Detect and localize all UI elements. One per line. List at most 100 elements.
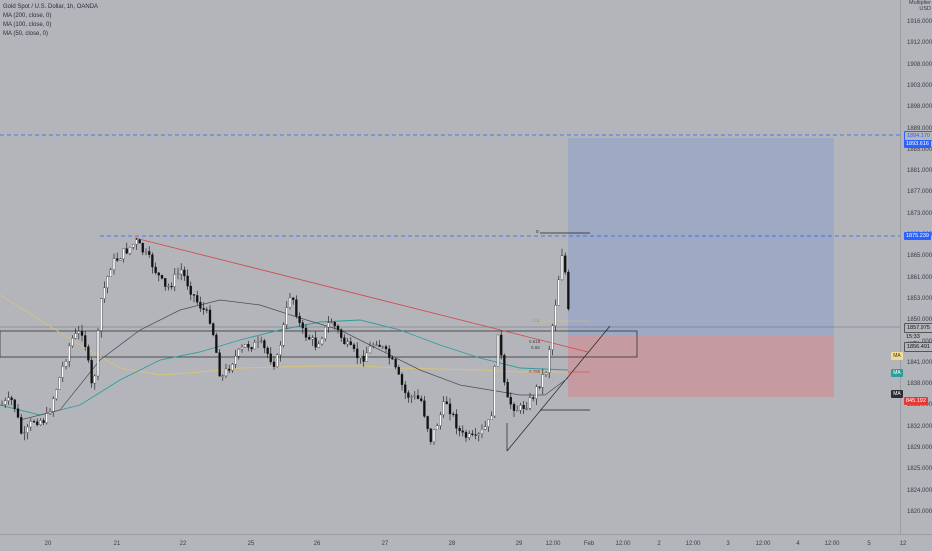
candle-body <box>346 341 349 345</box>
candle-body <box>304 327 308 338</box>
candle-body <box>208 309 212 324</box>
price-tag-target-2: 1893.616 <box>904 140 931 148</box>
price-tick-label: 1824.000 <box>907 487 932 494</box>
candle-body <box>519 404 522 411</box>
legend-ma-50[interactable]: MA (50, close, 0) <box>3 31 49 37</box>
price-tick-label: 1912.000 <box>907 40 932 47</box>
time-tick-label: 21 <box>113 541 121 547</box>
candle-body <box>416 395 420 399</box>
candle-body <box>314 337 317 348</box>
ma-50-line[interactable] <box>19 299 569 421</box>
price-tick-label: 1908.000 <box>907 61 932 68</box>
candle-body <box>45 413 48 423</box>
candle-body <box>298 316 301 323</box>
candle-body <box>221 375 224 377</box>
candle-body <box>151 254 154 268</box>
price-tick-label: 1877.000 <box>907 189 932 196</box>
candle-body <box>224 368 228 377</box>
candle-body <box>426 416 429 429</box>
candle-body <box>301 322 304 329</box>
candle-body <box>103 287 106 299</box>
long-position-stop-zone[interactable] <box>568 336 834 397</box>
candle-body <box>464 432 468 438</box>
price-tag-last: 1857.975 <box>904 323 932 333</box>
candle-body <box>330 321 333 324</box>
price-tick-label: 1838.000 <box>907 381 932 388</box>
candle-body <box>16 408 20 418</box>
price-axis[interactable]: Multiplier USD 1916.000 1912.000 1908.000 1… <box>900 0 932 534</box>
candle-body <box>484 426 487 430</box>
candle-body <box>394 359 397 368</box>
time-tick-label: 28 <box>448 541 456 547</box>
time-tick-label: 20 <box>44 541 52 547</box>
time-tick-label: 27 <box>381 541 389 547</box>
price-chart[interactable] <box>0 0 900 534</box>
candle-body <box>253 342 256 350</box>
candle-body <box>269 353 272 363</box>
candle-body <box>535 386 538 399</box>
candle-body <box>452 413 455 415</box>
candle-body <box>186 275 189 287</box>
ma-100-badge[interactable]: MA <box>891 369 903 377</box>
candle-body <box>279 345 282 356</box>
support-zone-box[interactable] <box>0 330 638 358</box>
candle-body <box>311 337 314 340</box>
legend-ma-200[interactable]: MA (200, close, 0) <box>3 13 52 19</box>
candle-body <box>112 258 116 270</box>
candle-body <box>503 355 506 383</box>
wedge-lower-line[interactable] <box>506 325 611 452</box>
candle-body <box>282 324 285 346</box>
candle-body <box>375 344 378 346</box>
candle-body <box>349 341 352 345</box>
time-tick-label: 26 <box>313 541 321 547</box>
candle-body <box>548 349 551 373</box>
price-tick-label: 1865.000 <box>907 253 932 260</box>
candle-body <box>202 308 205 310</box>
descending-trendline[interactable] <box>134 237 589 353</box>
candlestick-series[interactable] <box>0 237 570 445</box>
candle-body <box>96 330 100 377</box>
candle-body <box>448 403 452 415</box>
ma-200-badge[interactable]: MA <box>891 352 903 360</box>
price-tag-stop: 845.192 <box>904 397 928 405</box>
candle-body <box>391 357 394 360</box>
candle-body <box>164 278 167 287</box>
candle-body <box>356 348 359 359</box>
ma-100-line[interactable] <box>0 319 569 416</box>
legend-ma-100[interactable]: MA (100, close, 0) <box>3 22 52 28</box>
candle-body <box>320 338 324 345</box>
candle-body <box>148 251 151 255</box>
candle-body <box>263 340 266 349</box>
price-tick-label: 1861.000 <box>907 274 932 281</box>
candle-body <box>368 345 372 354</box>
candle-body <box>333 321 336 327</box>
candle-body <box>93 375 96 384</box>
candle-body <box>160 275 164 279</box>
candle-body <box>80 331 84 336</box>
candle-body <box>288 297 292 308</box>
ma-50-badge[interactable]: MA <box>891 390 903 398</box>
ma-200-line[interactable] <box>0 294 568 376</box>
candle-body <box>250 347 253 350</box>
candle-body <box>215 334 218 353</box>
price-tick-label: 1903.000 <box>907 82 932 89</box>
chart-canvas[interactable]: Gold Spot / U.S. Dollar, 1h, OANDA MA (2… <box>0 0 900 534</box>
candle-body <box>90 360 93 384</box>
long-position-target-zone[interactable] <box>568 138 834 336</box>
candle-body <box>295 299 298 317</box>
candle-body <box>528 397 532 409</box>
candle-body <box>247 344 250 348</box>
candle-body <box>496 334 500 367</box>
candle-body <box>292 297 295 300</box>
candle-body <box>125 248 128 254</box>
candle-body <box>32 421 36 423</box>
candle-body <box>308 337 311 340</box>
time-axis[interactable]: 20 21 22 25 26 27 28 29 12:00 Feb 12:00 2 12:00 3 12:0… <box>0 534 932 551</box>
candle-body <box>39 420 42 426</box>
candle-body <box>500 334 503 356</box>
legend-symbol[interactable]: Gold Spot / U.S. Dollar, 1h, OANDA <box>3 4 99 10</box>
candle-body <box>55 389 58 400</box>
time-tick-label: 25 <box>247 541 255 547</box>
candle-body <box>119 258 122 261</box>
candle-body <box>42 420 45 423</box>
